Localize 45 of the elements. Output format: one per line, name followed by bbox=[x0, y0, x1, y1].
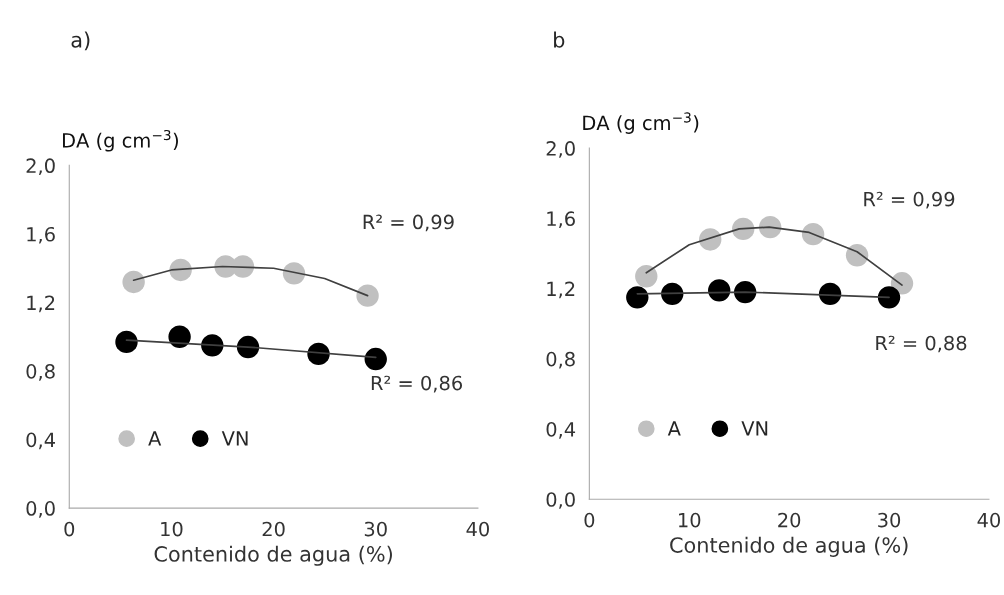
x-tick-label: 20 bbox=[262, 521, 285, 537]
point bbox=[122, 270, 145, 294]
x-tick-label: 30 bbox=[878, 512, 901, 528]
point bbox=[708, 279, 731, 302]
x-tick-label: 40 bbox=[466, 521, 489, 537]
y-tick-label: 0,4 bbox=[546, 421, 576, 439]
chart-title: b bbox=[554, 31, 565, 48]
legend-label: VN bbox=[221, 431, 248, 446]
y-tick-label: 0,4 bbox=[26, 432, 55, 450]
x-tick-label: 20 bbox=[778, 512, 801, 528]
point bbox=[115, 330, 138, 354]
x-tick-label: 10 bbox=[679, 512, 701, 528]
y-tick-label: 0,0 bbox=[546, 492, 575, 509]
point bbox=[877, 286, 901, 309]
x-tick-label: 0 bbox=[584, 512, 595, 528]
point bbox=[626, 286, 649, 309]
point bbox=[168, 325, 191, 348]
y-tick-label: 2,0 bbox=[546, 141, 575, 158]
x-tick-label: 30 bbox=[364, 521, 387, 537]
x-axis-title: Contenido de agua (%) bbox=[154, 545, 392, 566]
annotation: R² = 0,86 bbox=[371, 375, 463, 393]
legend-label: A bbox=[148, 431, 162, 446]
x-tick-label: 0 bbox=[64, 521, 75, 537]
y-tick-label: 0,8 bbox=[26, 364, 55, 381]
y-axis-title: DA (g cm$^{−3}$) bbox=[583, 112, 699, 134]
point bbox=[635, 265, 658, 288]
point bbox=[356, 284, 379, 307]
y-axis-title: DA (g cm$^{−3}$) bbox=[63, 129, 178, 152]
y-tick-label: 1,6 bbox=[27, 226, 55, 244]
y-tick-label: 1,2 bbox=[547, 281, 575, 299]
x-tick-label: 40 bbox=[977, 512, 1001, 528]
x-tick-label: 10 bbox=[161, 521, 183, 537]
y-tick-label: 1,6 bbox=[547, 211, 575, 229]
annotation: R² = 0,99 bbox=[363, 214, 454, 232]
point bbox=[364, 347, 387, 371]
y-tick-label: 1,2 bbox=[27, 295, 55, 313]
legend-label: VN bbox=[741, 421, 768, 436]
annotation: R² = 0,99 bbox=[864, 191, 955, 209]
x-axis-title: Contenido de agua (%) bbox=[670, 536, 908, 557]
y-tick-label: 2,0 bbox=[26, 158, 55, 176]
y-tick-label: 0,8 bbox=[546, 351, 575, 369]
chart-title: a) bbox=[71, 31, 90, 51]
legend-label: A bbox=[667, 421, 681, 436]
y-tick-label: 0,0 bbox=[26, 501, 55, 518]
annotation: R² = 0,88 bbox=[876, 335, 967, 353]
